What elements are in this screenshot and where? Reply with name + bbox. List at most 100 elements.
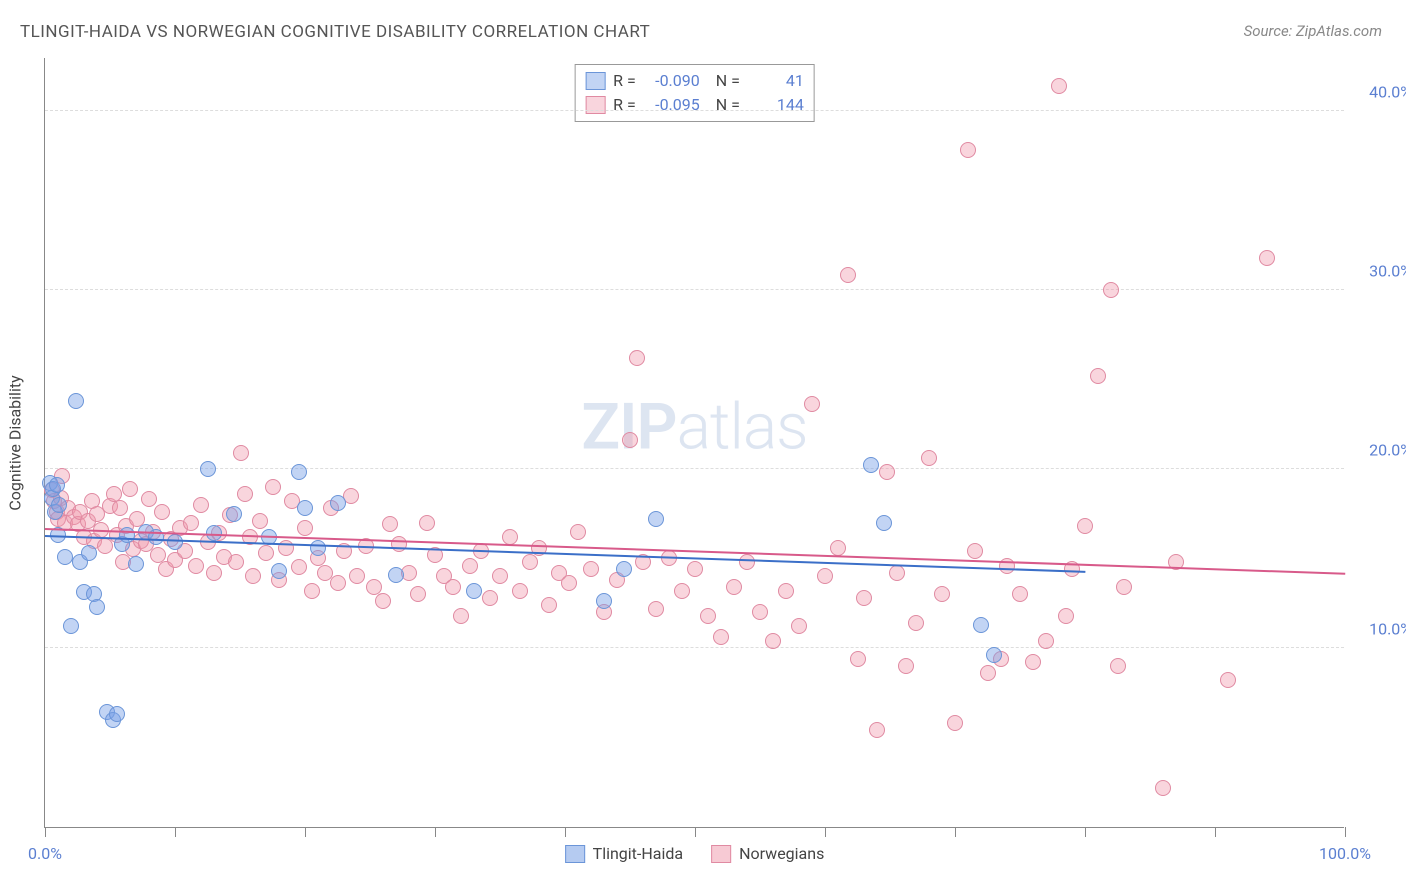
legend-swatch-0 (585, 72, 605, 90)
scatter-point (233, 445, 249, 461)
r-value-0: -0.090 (644, 69, 700, 93)
scatter-point (419, 515, 435, 531)
watermark: ZIPatlas (581, 390, 807, 465)
x-tick (435, 827, 436, 837)
x-tick-label: 0.0% (28, 844, 62, 863)
scatter-point (492, 568, 508, 584)
scatter-point (112, 500, 128, 516)
scatter-point (188, 558, 204, 574)
scatter-point (349, 568, 365, 584)
scatter-point (1090, 368, 1106, 384)
n-label-1: N = (708, 93, 740, 117)
scatter-point (1155, 780, 1171, 796)
scatter-point (445, 579, 461, 595)
scatter-point (183, 515, 199, 531)
scatter-point (462, 558, 478, 574)
x-tick (1215, 827, 1216, 837)
scatter-point (700, 608, 716, 624)
legend-bottom-swatch-1 (711, 845, 731, 863)
legend-bottom-label-0: Tlingit-Haida (593, 844, 683, 863)
scatter-point (980, 665, 996, 681)
scatter-point (258, 545, 274, 561)
scatter-point (765, 633, 781, 649)
legend-row-0: R = -0.090 N = 41 (585, 69, 804, 93)
scatter-point (278, 540, 294, 556)
scatter-point (237, 486, 253, 502)
scatter-point (57, 549, 73, 565)
scatter-point (388, 567, 404, 583)
scatter-point (752, 604, 768, 620)
scatter-point (561, 575, 577, 591)
r-label-1: R = (613, 93, 636, 117)
scatter-point (1116, 579, 1132, 595)
x-tick (305, 827, 306, 837)
scatter-point (154, 504, 170, 520)
source-label: Source: ZipAtlas.com (1244, 22, 1382, 40)
chart-title: TLINGIT-HAIDA VS NORWEGIAN COGNITIVE DIS… (20, 22, 650, 42)
scatter-point (898, 658, 914, 674)
scatter-point (840, 267, 856, 283)
gridline-h (45, 289, 1344, 290)
scatter-point (482, 590, 498, 606)
scatter-point (713, 629, 729, 645)
scatter-point (252, 513, 268, 529)
scatter-point (1077, 518, 1093, 534)
scatter-point (739, 554, 755, 570)
scatter-point (921, 450, 937, 466)
scatter-point (856, 590, 872, 606)
scatter-point (167, 534, 183, 550)
scatter-point (1103, 282, 1119, 298)
scatter-point (876, 515, 892, 531)
scatter-point (616, 561, 632, 577)
y-tick-label: 10.0% (1369, 619, 1406, 638)
scatter-point (879, 464, 895, 480)
chart-plot-area: Cognitive Disability ZIPatlas R = -0.090… (44, 58, 1344, 828)
scatter-point (570, 524, 586, 540)
scatter-point (778, 583, 794, 599)
x-tick (1345, 827, 1346, 837)
scatter-point (687, 561, 703, 577)
scatter-point (674, 583, 690, 599)
scatter-point (391, 536, 407, 552)
scatter-point (366, 579, 382, 595)
scatter-point (726, 579, 742, 595)
legend-item-1: Norwegians (711, 844, 824, 863)
scatter-point (382, 516, 398, 532)
scatter-point (869, 722, 885, 738)
scatter-point (193, 497, 209, 513)
scatter-point (1012, 586, 1028, 602)
scatter-point (49, 477, 65, 493)
scatter-point (81, 545, 97, 561)
y-tick-label: 40.0% (1369, 82, 1406, 101)
scatter-point (512, 583, 528, 599)
scatter-point (453, 608, 469, 624)
scatter-point (291, 464, 307, 480)
scatter-point (109, 706, 125, 722)
scatter-point (1058, 608, 1074, 624)
scatter-point (1110, 658, 1126, 674)
scatter-point (908, 615, 924, 631)
n-value-1: 144 (748, 93, 804, 117)
legend-item-0: Tlingit-Haida (565, 844, 683, 863)
scatter-point (330, 575, 346, 591)
scatter-point (622, 432, 638, 448)
scatter-point (583, 561, 599, 577)
scatter-point (297, 520, 313, 536)
scatter-point (330, 495, 346, 511)
r-label-0: R = (613, 69, 636, 93)
scatter-point (271, 563, 287, 579)
scatter-point (297, 500, 313, 516)
scatter-point (830, 540, 846, 556)
scatter-point (1038, 633, 1054, 649)
scatter-point (1025, 654, 1041, 670)
scatter-point (200, 461, 216, 477)
scatter-point (310, 540, 326, 556)
y-tick-label: 30.0% (1369, 261, 1406, 280)
scatter-point (375, 593, 391, 609)
scatter-point (206, 565, 222, 581)
scatter-point (817, 568, 833, 584)
gridline-h (45, 110, 1344, 111)
scatter-point (1220, 672, 1236, 688)
scatter-point (466, 583, 482, 599)
scatter-point (947, 715, 963, 731)
